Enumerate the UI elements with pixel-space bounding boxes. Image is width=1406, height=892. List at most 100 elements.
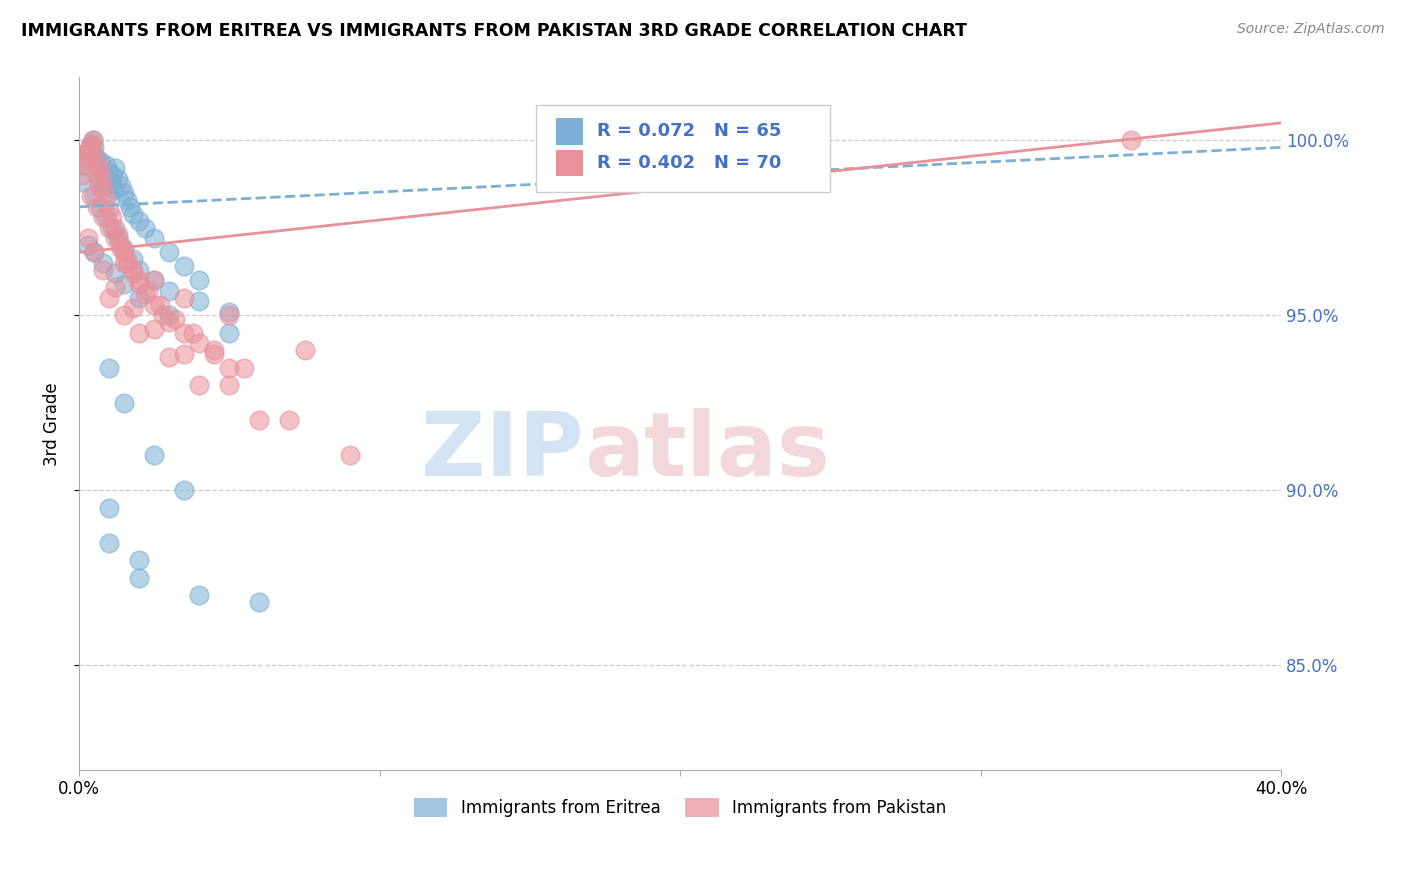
Point (1119, 133, 1142, 147)
Point (136, 284, 159, 298)
Point (96, 193, 118, 207)
Point (104, 161, 127, 176)
Point (97, 186, 120, 200)
Point (107, 172, 129, 186)
Point (73, 158, 96, 172)
Point (75, 151, 97, 165)
Point (75, 151, 97, 165)
Point (98, 535, 121, 549)
Point (249, 413, 271, 427)
Point (143, 298, 166, 312)
Point (122, 252, 145, 267)
Point (143, 273, 166, 287)
Point (86, 161, 108, 176)
Point (98, 220, 121, 235)
Point (128, 553, 150, 567)
Text: Source: ZipAtlas.com: Source: ZipAtlas.com (1237, 22, 1385, 37)
Point (165, 311, 187, 326)
Point (107, 231, 129, 245)
Point (183, 326, 205, 340)
Point (77, 144, 100, 158)
Point (117, 252, 139, 267)
Point (89, 154, 111, 169)
Point (122, 301, 145, 316)
Point (80, 136, 103, 151)
Point (122, 266, 145, 280)
Point (128, 291, 150, 305)
Point (134, 287, 156, 301)
Point (173, 260, 195, 274)
Point (80, 189, 103, 203)
Point (98, 203, 121, 218)
Point (101, 220, 124, 235)
Point (70, 175, 93, 189)
Point (104, 266, 127, 280)
Point (76, 147, 98, 161)
Point (188, 294, 211, 309)
Point (91, 256, 114, 270)
Point (82, 133, 104, 147)
Point (157, 351, 180, 365)
Bar (557, 119, 582, 145)
Point (143, 448, 166, 462)
Point (107, 227, 129, 242)
Text: R = 0.072   N = 65: R = 0.072 N = 65 (598, 122, 782, 140)
Point (93, 169, 115, 183)
Point (80, 136, 103, 151)
Point (98, 500, 121, 515)
Point (339, 448, 361, 462)
Point (218, 308, 240, 322)
Point (188, 273, 211, 287)
Point (249, 595, 271, 609)
Point (79, 140, 101, 154)
Point (143, 273, 166, 287)
Point (77, 231, 100, 245)
Point (110, 178, 132, 193)
Point (173, 291, 195, 305)
Point (110, 238, 132, 252)
Point (143, 322, 166, 336)
Point (73, 158, 96, 172)
Point (96, 211, 118, 225)
Point (202, 347, 225, 361)
Point (84, 151, 107, 165)
Point (218, 326, 240, 340)
Point (103, 182, 125, 196)
Point (96, 158, 118, 172)
Point (128, 262, 150, 277)
Point (90, 172, 112, 186)
Point (101, 211, 124, 225)
Point (202, 343, 225, 358)
Point (188, 588, 211, 602)
Point (86, 200, 108, 214)
Point (70, 169, 93, 183)
Point (100, 175, 122, 189)
Point (91, 211, 114, 225)
Point (128, 214, 150, 228)
Point (91, 262, 114, 277)
Point (83, 245, 105, 260)
Point (112, 186, 135, 200)
Legend: Immigrants from Eritrea, Immigrants from Pakistan: Immigrants from Eritrea, Immigrants from… (408, 791, 953, 824)
Point (157, 284, 180, 298)
Point (83, 140, 105, 154)
Point (134, 220, 156, 235)
Point (82, 133, 104, 147)
Point (122, 207, 145, 221)
Point (77, 144, 100, 158)
Point (112, 395, 135, 409)
Point (112, 256, 135, 270)
Point (87, 172, 110, 186)
Text: IMMIGRANTS FROM ERITREA VS IMMIGRANTS FROM PAKISTAN 3RD GRADE CORRELATION CHART: IMMIGRANTS FROM ERITREA VS IMMIGRANTS FR… (21, 22, 967, 40)
Text: atlas: atlas (583, 408, 830, 495)
Point (218, 360, 240, 375)
Point (77, 238, 100, 252)
Point (79, 140, 101, 154)
Point (278, 413, 301, 427)
Point (83, 245, 105, 260)
Point (117, 193, 139, 207)
Point (128, 326, 150, 340)
Point (218, 305, 240, 319)
Point (233, 360, 256, 375)
Point (83, 189, 105, 203)
